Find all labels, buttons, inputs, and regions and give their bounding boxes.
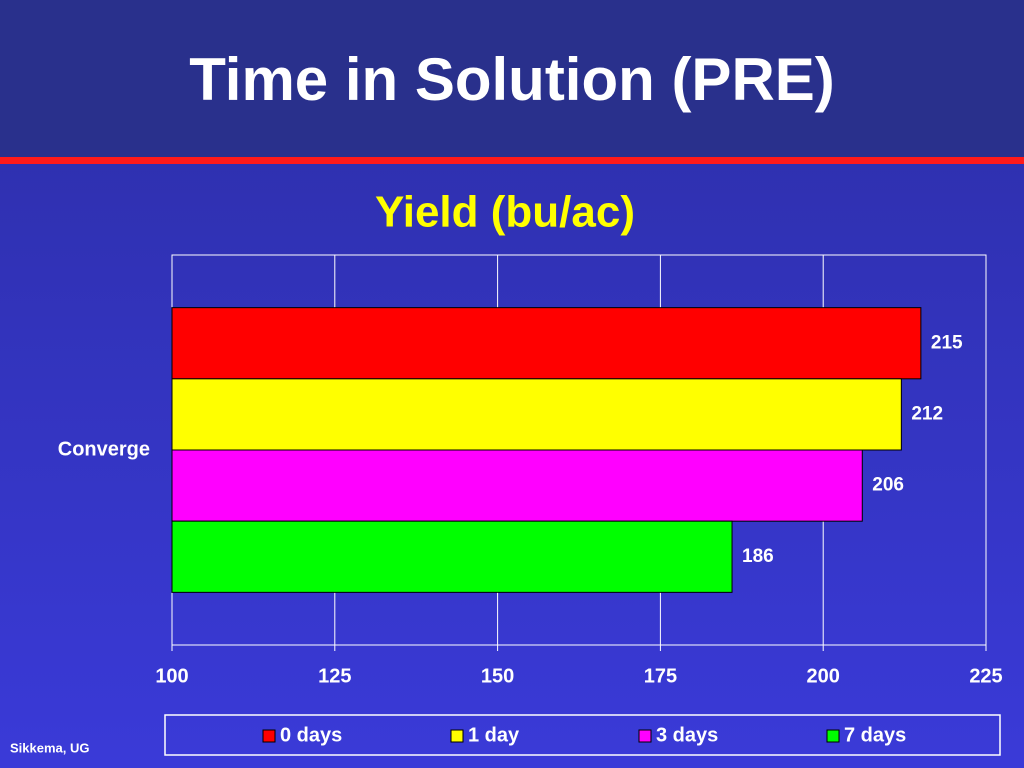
x-tick-label: 175 [644, 665, 677, 687]
title-band [0, 0, 1024, 157]
footer: Sikkema, UG [10, 740, 90, 755]
legend-label: 3 days [656, 724, 718, 746]
bar [171, 378, 902, 451]
data-label: 215 [931, 332, 963, 353]
y-tick-label: Converge [58, 438, 150, 460]
legend-label: 1 day [468, 724, 520, 746]
legend-swatch [638, 729, 652, 743]
data-label: 186 [742, 546, 774, 567]
title-rule [0, 157, 1024, 164]
bar [171, 449, 863, 522]
data-label: 206 [872, 475, 904, 496]
x-tick-label: 225 [969, 665, 1002, 687]
chart-title: Yield (bu/ac) [375, 188, 635, 237]
slide-title: Time in Solution (PRE) [189, 46, 835, 113]
bar [171, 520, 733, 593]
legend-swatch [262, 729, 276, 743]
data-label: 212 [911, 403, 943, 424]
x-tick-label: 100 [155, 665, 188, 687]
x-tick-label: 150 [481, 665, 514, 687]
legend-swatch [450, 729, 464, 743]
x-tick-label: 125 [318, 665, 351, 687]
legend-label: 7 days [844, 724, 906, 746]
x-tick-label: 200 [807, 665, 840, 687]
bar [171, 307, 922, 380]
legend-swatch [826, 729, 840, 743]
legend-label: 0 days [280, 724, 342, 746]
legend-box [164, 714, 1001, 756]
